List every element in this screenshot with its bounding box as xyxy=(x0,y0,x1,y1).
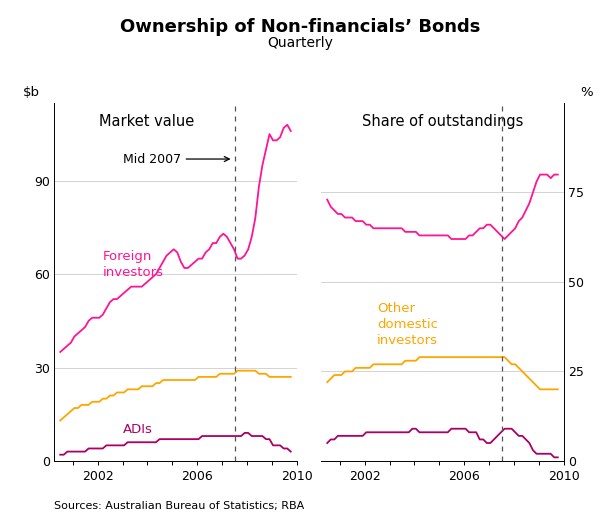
Text: Foreign
investors: Foreign investors xyxy=(103,250,164,279)
Text: Market value: Market value xyxy=(99,114,194,129)
Text: %: % xyxy=(581,87,593,99)
Text: $b: $b xyxy=(22,87,40,99)
Text: ADIs: ADIs xyxy=(122,423,152,436)
Text: Sources: Australian Bureau of Statistics; RBA: Sources: Australian Bureau of Statistics… xyxy=(54,501,304,511)
Text: Ownership of Non-financials’ Bonds: Ownership of Non-financials’ Bonds xyxy=(120,18,480,36)
Text: Mid 2007: Mid 2007 xyxy=(122,152,229,165)
Text: Quarterly: Quarterly xyxy=(267,36,333,50)
Text: Other
domestic
investors: Other domestic investors xyxy=(377,302,438,348)
Text: Share of outstandings: Share of outstandings xyxy=(362,114,523,129)
